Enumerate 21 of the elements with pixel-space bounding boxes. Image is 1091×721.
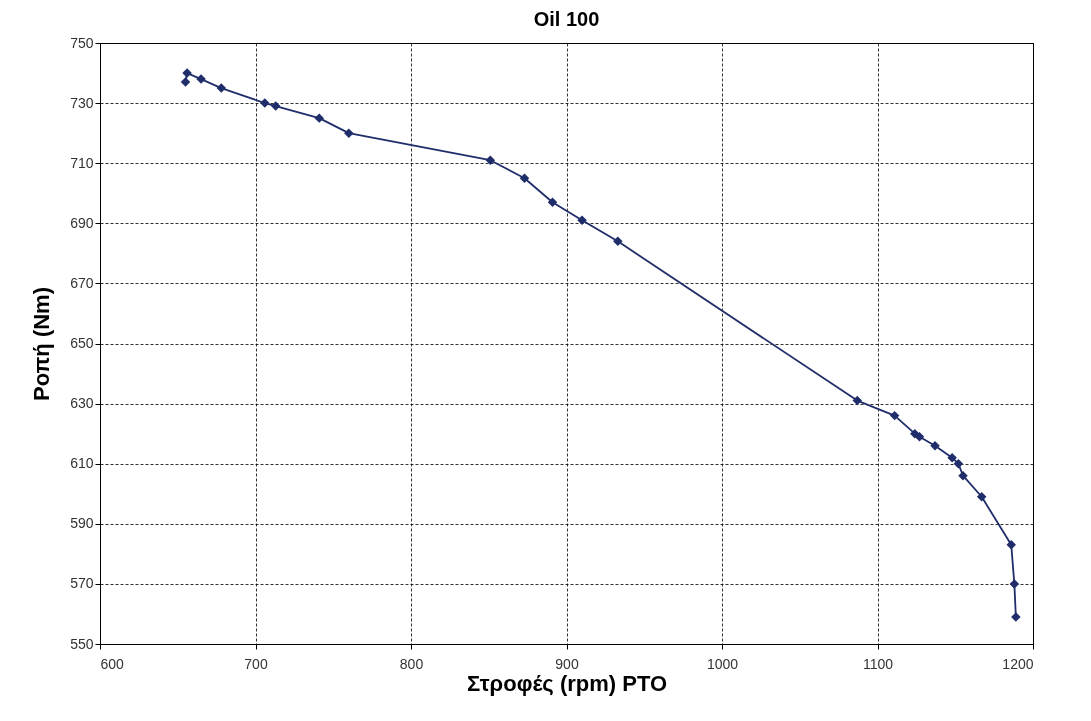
y-tick-label: 750: [70, 34, 94, 51]
y-tick-label: 590: [70, 515, 94, 532]
y-tick-label: 730: [70, 94, 94, 111]
y-tick-label: 690: [70, 214, 94, 231]
x-tick-label: 900: [555, 655, 579, 672]
x-tick-label: 1000: [706, 655, 739, 672]
y-axis-title: Ροπή (Nm): [29, 287, 55, 401]
x-tick-label: 700: [244, 655, 268, 672]
chart-title: Oil 100: [533, 8, 600, 30]
y-tick-label: 670: [70, 274, 94, 291]
y-tick-label: 710: [70, 154, 94, 171]
x-tick-label: 1100: [862, 655, 894, 672]
y-tick-label: 550: [70, 635, 94, 652]
y-tick-label: 630: [70, 395, 94, 412]
y-tick-label: 610: [70, 455, 94, 472]
x-tick-label: 1200: [1002, 655, 1034, 672]
x-axis-title: Στροφές (rpm) PTO: [466, 670, 668, 696]
y-tick-label: 570: [70, 575, 94, 592]
y-tick-label: 650: [70, 335, 94, 351]
x-tick-label: 600: [100, 655, 125, 672]
x-tick-label: 800: [399, 655, 424, 672]
